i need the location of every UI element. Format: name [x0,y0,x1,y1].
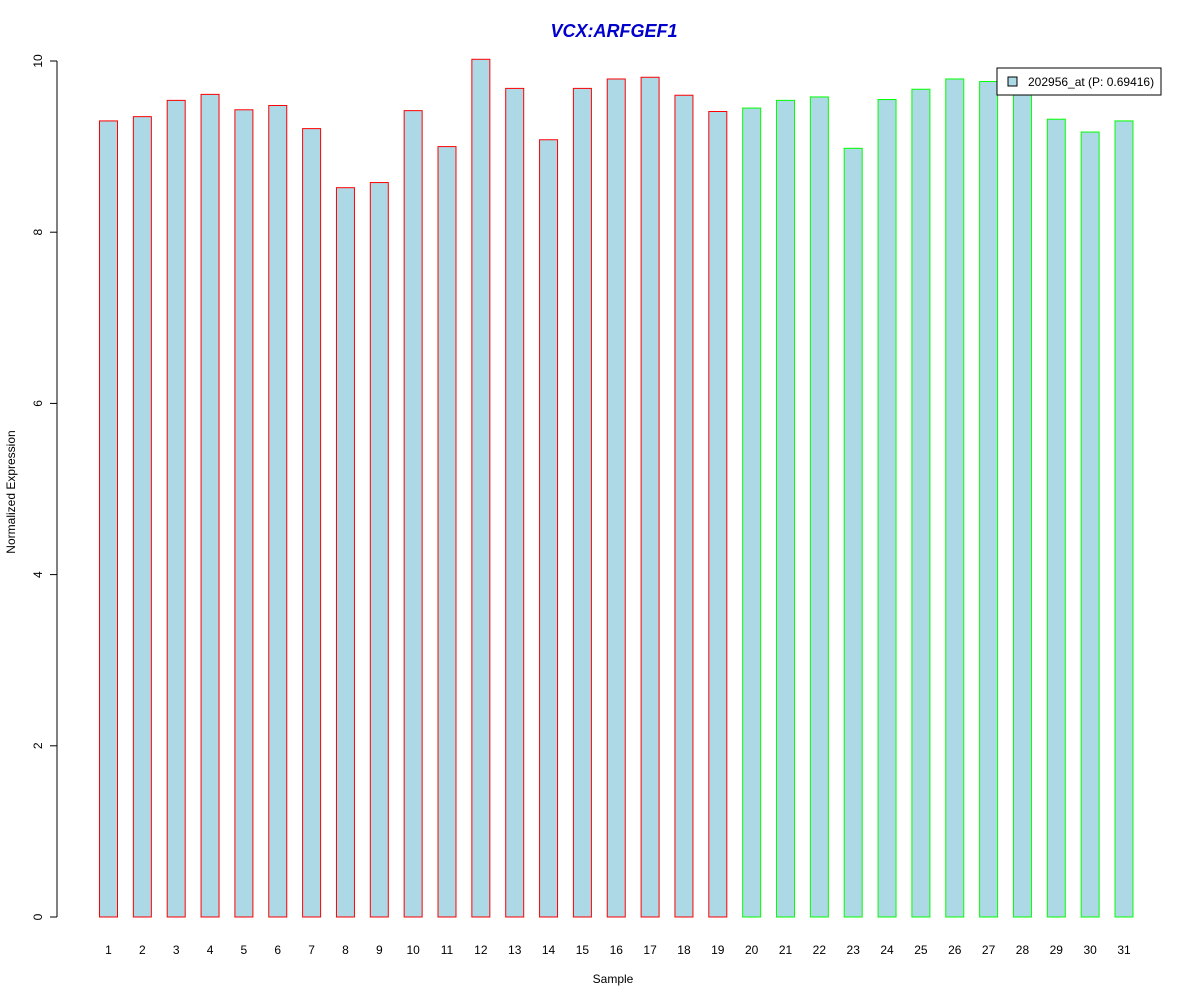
y-tick-label: 8 [31,229,45,236]
bar-sample-8 [335,187,355,918]
x-tick-label: 24 [880,943,894,957]
x-tick-label: 4 [207,943,214,957]
legend-swatch [1007,76,1018,87]
bar-sample-1 [99,120,118,918]
x-tick-label: 18 [677,943,691,957]
x-tick-label: 19 [711,943,725,957]
x-tick-label: 16 [610,943,624,957]
x-tick-label: 13 [508,943,522,957]
y-axis-label: Normalized Expression [4,430,18,553]
y-tick-label: 6 [31,400,45,407]
x-axis-label: Sample [593,972,634,986]
bar-sample-25 [911,88,931,918]
bar-sample-30 [1080,131,1100,918]
x-tick-label: 27 [982,943,996,957]
x-axis-tick-labels: 1 2 3 4 5 6 7 8 9 10 11 12 13 14 15 16 17 18 19 20 21 22 23 24 2… [105,943,1131,957]
bar-sample-3 [166,99,186,918]
x-tick-label: 28 [1016,943,1030,957]
x-tick-label: 10 [406,943,420,957]
x-tick-label: 15 [576,943,590,957]
bar-sample-14 [539,139,559,918]
bar-sample-21 [776,99,795,918]
bar-sample-2 [132,116,152,918]
x-tick-label: 7 [308,943,315,957]
x-tick-label: 14 [542,943,556,957]
bar-sample-28 [1012,86,1032,918]
bar-sample-12 [471,58,491,918]
bar-sample-29 [1046,118,1066,918]
legend-label: 202956_at (P: 0.69416) [1028,75,1154,89]
x-tick-label: 30 [1083,943,1097,957]
bar-sample-5 [234,109,254,918]
x-tick-label: 29 [1050,943,1064,957]
bar-sample-22 [809,96,829,918]
bar-sample-4 [200,93,220,918]
bar-sample-24 [877,99,897,918]
x-tick-label: 23 [847,943,861,957]
legend-box [996,67,1162,96]
bar-sample-13 [505,87,525,918]
y-tick-label: 10 [31,54,45,68]
y-tick-label: 0 [31,913,45,920]
bar-sample-19 [708,111,728,918]
y-tick-label: 4 [31,571,45,578]
x-tick-label: 3 [173,943,180,957]
bar-sample-17 [640,76,660,918]
x-tick-label: 2 [139,943,146,957]
bar-sample-16 [606,78,626,918]
bar-sample-18 [674,94,694,918]
bar-sample-9 [369,182,389,918]
bars [99,58,1134,918]
y-axis: 0 2 4 6 8 10 [31,54,58,920]
bar-sample-31 [1114,120,1134,918]
bar-sample-7 [302,128,322,918]
x-tick-label: 9 [376,943,383,957]
bar-sample-23 [843,147,863,918]
bar-sample-6 [268,105,288,918]
x-tick-label: 25 [914,943,928,957]
x-tick-label: 31 [1117,943,1131,957]
chart-title: VCX:ARFGEF1 [550,21,677,41]
x-tick-label: 12 [474,943,488,957]
x-tick-label: 22 [813,943,827,957]
bar-sample-27 [979,81,999,918]
x-tick-label: 20 [745,943,759,957]
bar-sample-10 [403,110,423,918]
x-tick-label: 5 [241,943,248,957]
x-tick-label: 26 [948,943,962,957]
x-tick-label: 17 [643,943,657,957]
x-tick-label: 21 [779,943,793,957]
x-tick-label: 6 [274,943,281,957]
x-tick-label: 11 [441,943,454,957]
bar-sample-11 [437,146,457,918]
bar-sample-15 [572,87,592,918]
x-tick-label: 1 [105,943,112,957]
bar-sample-26 [945,78,965,918]
bar-sample-20 [742,107,762,918]
y-tick-label: 2 [31,742,45,749]
x-tick-label: 8 [342,943,349,957]
legend: 202956_at (P: 0.69416) [996,67,1162,96]
